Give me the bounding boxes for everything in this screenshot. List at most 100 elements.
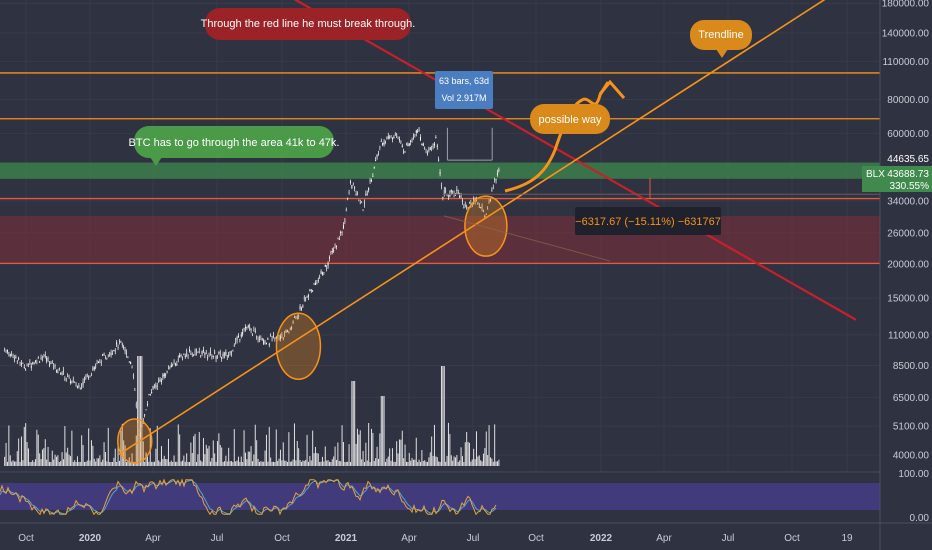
candle-body bbox=[487, 208, 489, 210]
candle-body bbox=[368, 187, 370, 191]
candle-body bbox=[359, 202, 361, 204]
volume-bar bbox=[144, 461, 146, 466]
volume-bar bbox=[223, 461, 225, 466]
candle-body bbox=[312, 290, 314, 292]
candle-body bbox=[138, 431, 140, 433]
volume-bar bbox=[309, 456, 311, 466]
time-tick-label: Jul bbox=[211, 533, 224, 544]
volume-bar bbox=[132, 461, 134, 466]
volume-bar bbox=[25, 423, 27, 466]
price-candles bbox=[4, 126, 500, 438]
volume-bar bbox=[352, 381, 354, 466]
candle-body bbox=[348, 191, 350, 194]
volume-bar bbox=[41, 449, 43, 466]
candle-body bbox=[386, 137, 388, 139]
volume-bar bbox=[447, 422, 449, 466]
candle-body bbox=[176, 364, 178, 366]
annotation-zone-text: BTC has to go through the area 41k to 47… bbox=[129, 137, 340, 149]
candle-body bbox=[132, 375, 134, 377]
annotation-trendline[interactable]: Trendline bbox=[690, 20, 752, 58]
volume-bar bbox=[279, 449, 281, 466]
volume-bar bbox=[152, 461, 154, 466]
candle-body bbox=[302, 305, 304, 307]
volume-bar bbox=[365, 442, 367, 466]
volume-bar bbox=[436, 457, 438, 466]
annotation-possible-way[interactable]: possible way bbox=[530, 104, 610, 134]
volume-bar bbox=[433, 424, 435, 466]
annotation-red-line[interactable]: Through the red line he must break throu… bbox=[201, 8, 416, 40]
volume-bar bbox=[68, 454, 70, 466]
candle-body bbox=[377, 153, 379, 155]
candle-body bbox=[289, 328, 291, 330]
candle-body bbox=[106, 357, 108, 359]
time-tick-label: Jul bbox=[722, 533, 735, 544]
candle-body bbox=[9, 354, 11, 356]
volume-bar bbox=[219, 444, 221, 466]
candle-body bbox=[419, 137, 421, 141]
candle-body bbox=[424, 147, 426, 149]
candle-body bbox=[211, 356, 213, 358]
candle-body bbox=[71, 381, 73, 383]
price-tick-label: 80000.00 bbox=[887, 95, 929, 106]
volume-bar bbox=[397, 453, 399, 466]
candle-body bbox=[242, 332, 244, 335]
candle-body bbox=[313, 282, 315, 285]
candle-body bbox=[356, 192, 358, 194]
volume-bar bbox=[124, 445, 126, 466]
volume-bar bbox=[355, 443, 357, 466]
candle-body bbox=[267, 338, 269, 340]
candle-body bbox=[123, 347, 125, 349]
candle-body bbox=[355, 193, 357, 195]
candle-body bbox=[482, 210, 484, 212]
volume-bar bbox=[391, 448, 393, 466]
volume-bar bbox=[169, 461, 171, 466]
volume-bar bbox=[92, 445, 94, 466]
volume-bar bbox=[243, 430, 245, 466]
volume-bar bbox=[366, 460, 368, 466]
candle-body bbox=[120, 341, 122, 343]
candle-body bbox=[457, 192, 459, 194]
candle-body bbox=[12, 356, 14, 358]
candle-body bbox=[69, 381, 71, 383]
volume-bar bbox=[30, 461, 32, 466]
candle-body bbox=[380, 140, 382, 142]
candle-body bbox=[349, 181, 351, 183]
candle-body bbox=[134, 389, 136, 391]
candle-body bbox=[160, 380, 162, 382]
volume-bar bbox=[356, 428, 358, 466]
possible-way-arrowhead bbox=[598, 79, 626, 99]
candle-body bbox=[408, 143, 410, 146]
candle-body bbox=[351, 185, 353, 188]
volume-bar bbox=[354, 381, 356, 466]
candle-body bbox=[284, 330, 286, 334]
annotation-zone[interactable]: BTC has to go through the area 41k to 47… bbox=[129, 126, 340, 166]
volume-bar bbox=[271, 461, 273, 466]
candle-body bbox=[394, 134, 396, 136]
candle-body bbox=[447, 194, 449, 197]
candle-body bbox=[43, 355, 45, 357]
candle-body bbox=[341, 232, 343, 234]
volume-bar bbox=[415, 437, 417, 466]
volume-bar bbox=[40, 459, 42, 466]
candle-body bbox=[379, 146, 381, 148]
candle-body bbox=[128, 361, 130, 363]
volume-bar bbox=[106, 461, 108, 466]
volume-bar bbox=[306, 434, 308, 466]
volume-bar bbox=[15, 461, 17, 466]
volume-bar bbox=[418, 459, 420, 466]
volume-bar bbox=[12, 460, 14, 466]
volume-bar bbox=[34, 459, 36, 466]
volume-bar bbox=[291, 461, 293, 466]
projection-line bbox=[443, 215, 611, 262]
volume-bar bbox=[277, 460, 279, 466]
candle-body bbox=[278, 337, 280, 339]
candle-body bbox=[405, 144, 407, 146]
volume-bar bbox=[88, 428, 90, 466]
volume-bar bbox=[48, 461, 50, 466]
candle-body bbox=[422, 143, 424, 147]
volume-bar bbox=[324, 446, 326, 466]
candle-body bbox=[352, 184, 354, 186]
volume-bar bbox=[405, 461, 407, 466]
candle-body bbox=[488, 201, 490, 203]
candle-body bbox=[200, 356, 202, 358]
